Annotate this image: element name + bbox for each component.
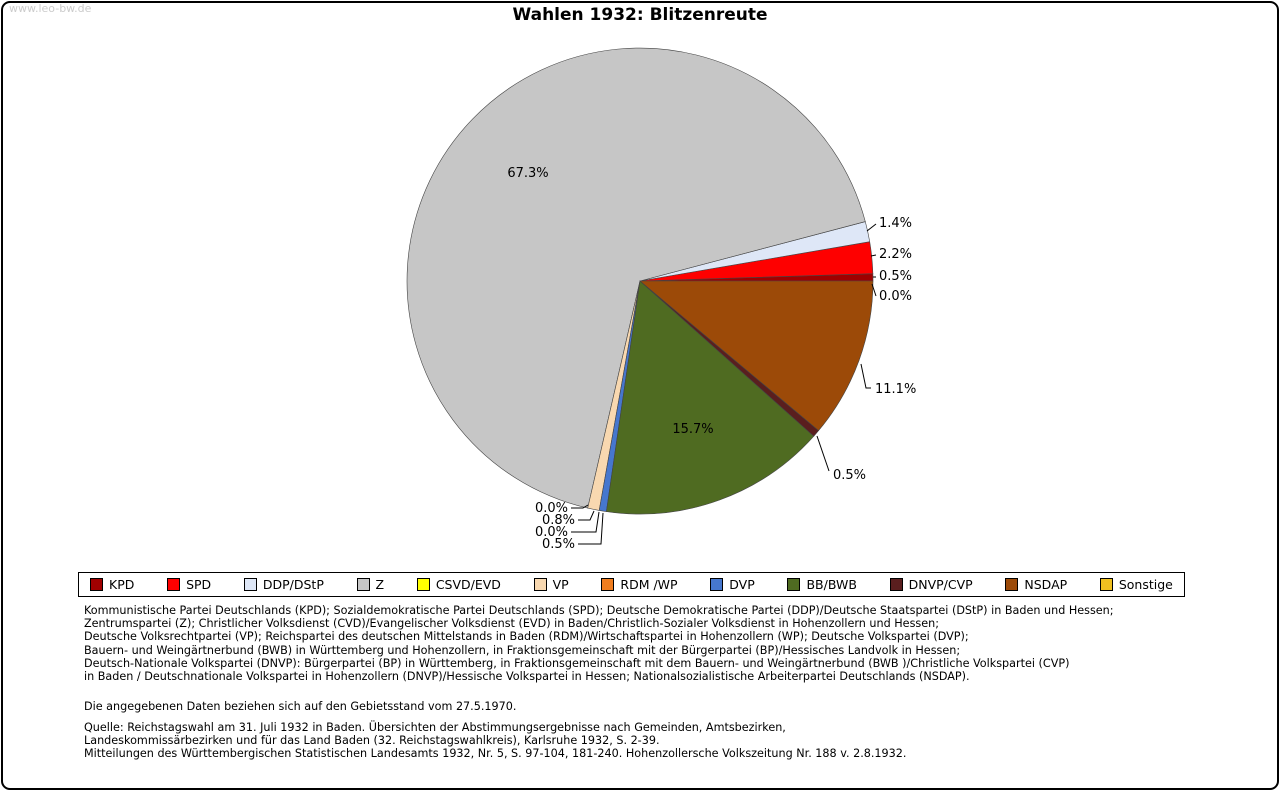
value-label-dvp: 0.5%	[542, 537, 575, 552]
legend-label-csvd-evd: CSVD/EVD	[435, 577, 501, 592]
legend-label-z: Z	[375, 577, 385, 592]
legend-item-vp: VP	[533, 577, 569, 592]
value-label-csvd-evd: 0.0%	[535, 501, 568, 516]
legend-item-sonstige: Sonstige	[1099, 577, 1173, 592]
territorial-note: Die angegebenen Daten beziehen sich auf …	[84, 700, 517, 713]
legend-item-ddp-dstp: DDP/DStP	[243, 577, 324, 592]
leader-line-csvd-evd	[571, 504, 589, 509]
leader-line-rdm-wp	[571, 511, 600, 533]
value-label-z: 67.3%	[507, 166, 548, 181]
leader-line-ddp-dstp	[866, 223, 877, 232]
legend-item-z: Z	[356, 577, 385, 592]
legend-swatch-z	[356, 578, 370, 591]
legend-label-nsdap: NSDAP	[1024, 577, 1068, 592]
legend-swatch-vp	[533, 578, 547, 591]
pie-slice-z	[406, 47, 866, 509]
party-definitions-line-6: in Baden / Deutschnationale Volkspartei …	[84, 670, 970, 684]
leader-line-spd	[870, 254, 877, 257]
legend-label-sonstige: Sonstige	[1118, 577, 1173, 592]
leader-line-dvp	[578, 512, 604, 545]
leader-line-nsdap	[860, 363, 871, 389]
legend-item-rdm-wp: RDM /WP	[601, 577, 678, 592]
party-definitions-line-4: Bauern- und Weingärtnerbund (BWB) in Wür…	[84, 643, 961, 657]
legend-label-spd: SPD	[186, 577, 212, 592]
party-definitions-line-5: Deutsch-Nationale Volkspartei (DNVP): Bü…	[84, 656, 1070, 670]
legend-item-bb-bwb: BB/BWB	[787, 577, 857, 592]
party-definitions: Kommunistische Partei Deutschlands (KPD)…	[84, 604, 1114, 683]
legend-swatch-bb-bwb	[787, 578, 801, 591]
legend-label-dnvp-cvp: DNVP/CVP	[908, 577, 973, 592]
legend-swatch-kpd	[90, 578, 103, 591]
party-definitions-line-3: Deutsche Volksrechtpartei (VP); Reichspa…	[84, 630, 969, 644]
legend-label-dvp: DVP	[729, 577, 755, 592]
leader-line-sonstige	[871, 283, 877, 297]
legend-swatch-ddp-dstp	[243, 578, 257, 591]
legend-swatch-rdm-wp	[601, 578, 615, 591]
legend-item-spd: SPD	[167, 577, 211, 592]
legend-label-rdm-wp: RDM /WP	[620, 577, 678, 592]
party-definitions-line-2: Zentrumspartei (Z); Christlicher Volksdi…	[84, 617, 939, 631]
value-label-spd: 2.2%	[879, 247, 912, 262]
chart-legend: KPD SPD DDP/DStP Z CSVD/EVD VP RDM /WP DVP BB/BW…	[78, 572, 1185, 597]
legend-label-kpd: KPD	[109, 577, 135, 592]
legend-label-vp: VP	[552, 577, 569, 592]
legend-label-ddp-dstp: DDP/DStP	[262, 577, 324, 592]
value-label-vp: 0.8%	[542, 513, 575, 528]
value-label-sonstige: 0.0%	[879, 289, 912, 304]
source-line-3: Mitteilungen des Württembergischen Stati…	[84, 747, 907, 761]
pie-slice-nsdap	[639, 280, 874, 432]
source-reference: Quelle: Reichstagswahl am 31. Juli 1932 …	[84, 721, 906, 761]
legend-swatch-dnvp-cvp	[889, 578, 903, 591]
source-line-2: Landeskommissärbezirken und für das Land…	[84, 734, 660, 748]
legend-swatch-sonstige	[1099, 578, 1113, 591]
value-label-dnvp-cvp: 0.5%	[833, 468, 866, 483]
source-line-1: Quelle: Reichstagswahl am 31. Juli 1932 …	[84, 721, 786, 734]
value-label-kpd: 0.5%	[879, 269, 912, 284]
chart-title: Wahlen 1932: Blitzenreute	[512, 5, 768, 25]
legend-item-nsdap: NSDAP	[1005, 577, 1067, 592]
legend-item-csvd-evd: CSVD/EVD	[416, 577, 501, 592]
leader-line-vp	[578, 510, 595, 521]
legend-item-kpd: KPD	[90, 577, 134, 592]
party-definitions-line-1: Kommunistische Partei Deutschlands (KPD)…	[84, 604, 1114, 617]
legend-swatch-csvd-evd	[416, 578, 430, 591]
value-label-bb-bwb: 15.7%	[672, 422, 713, 437]
legend-swatch-spd	[167, 578, 181, 591]
pie-chart: 0.5%2.2%1.4%67.3%0.0%0.8%0.0%0.5%15.7%0.…	[406, 47, 916, 552]
value-label-rdm-wp: 0.0%	[535, 525, 568, 540]
site-watermark: www.leo-bw.de	[9, 2, 92, 15]
pie-slice-bb-bwb	[606, 280, 815, 515]
leader-line-dnvp-cvp	[816, 435, 830, 472]
legend-item-dvp: DVP	[710, 577, 755, 592]
legend-swatch-nsdap	[1005, 578, 1019, 591]
legend-label-bb-bwb: BB/BWB	[806, 577, 857, 592]
legend-item-dnvp-cvp: DNVP/CVP	[889, 577, 973, 592]
value-label-nsdap: 11.1%	[875, 382, 916, 397]
value-label-ddp-dstp: 1.4%	[879, 216, 912, 231]
legend-swatch-dvp	[710, 578, 724, 591]
